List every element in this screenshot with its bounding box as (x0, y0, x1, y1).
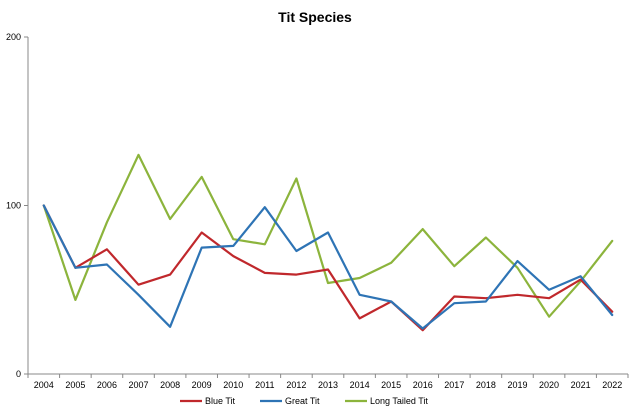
series-line-blue-tit (42, 204, 614, 332)
x-tick-label: 2007 (129, 380, 149, 390)
legend: Blue Tit Great Tit Long Tailed Tit (180, 396, 428, 406)
x-tick-label: 2004 (34, 380, 54, 390)
y-tick-label: 0 (16, 369, 21, 379)
y-tick-label: 200 (6, 32, 21, 42)
chart-title: Tit Species (278, 9, 352, 25)
x-tick-label: 2012 (286, 380, 306, 390)
x-tick-label: 2010 (223, 380, 243, 390)
legend-item-blue-tit: Blue Tit (180, 396, 236, 406)
series-layer (42, 153, 614, 332)
x-tick-label: 2021 (571, 380, 591, 390)
x-tick-label: 2014 (350, 380, 370, 390)
x-tick-label: 2018 (476, 380, 496, 390)
x-tick-label: 2016 (413, 380, 433, 390)
x-tick-label: 2009 (192, 380, 212, 390)
series-line-great-tit (42, 204, 614, 330)
x-tick-label: 2006 (97, 380, 117, 390)
x-tick-label: 2017 (444, 380, 464, 390)
x-tick-label: 2020 (539, 380, 559, 390)
x-tick-label: 2022 (602, 380, 622, 390)
x-tick-label: 2015 (381, 380, 401, 390)
x-tick-label: 2005 (65, 380, 85, 390)
legend-item-great-tit: Great Tit (260, 396, 320, 406)
x-tick-label: 2011 (255, 380, 274, 390)
legend-label: Great Tit (285, 396, 320, 406)
y-tick-label: 100 (6, 201, 21, 211)
x-tick-label: 2008 (160, 380, 180, 390)
axes: 0 100 200 2004 2005 2006 2007 2008 2009 2010 2011 2… (6, 32, 629, 390)
x-tick-label: 2013 (318, 380, 338, 390)
series-line-long-tailed-tit (42, 153, 614, 318)
legend-item-long-tailed-tit: Long Tailed Tit (345, 396, 428, 406)
legend-label: Long Tailed Tit (370, 396, 428, 406)
x-tick-label: 2019 (507, 380, 527, 390)
legend-label: Blue Tit (205, 396, 236, 406)
